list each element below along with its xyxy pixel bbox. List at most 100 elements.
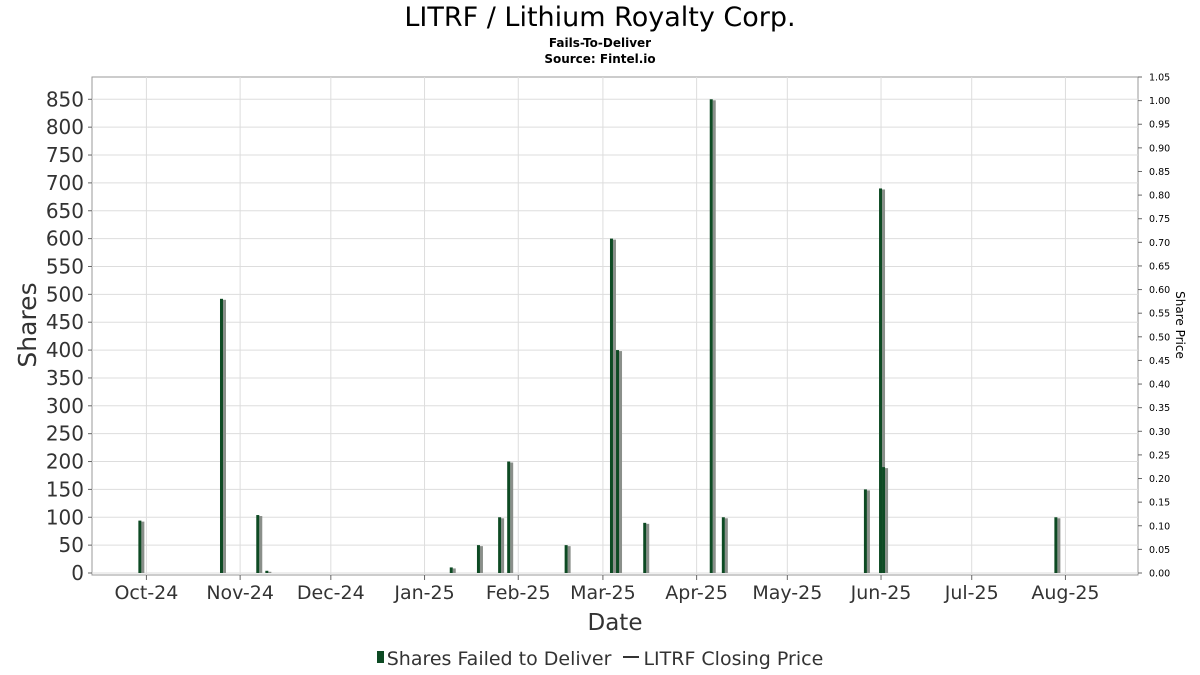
bar — [882, 467, 886, 573]
y2-tick-label: 0.30 — [1149, 427, 1170, 438]
y2-tick-label: 0.45 — [1149, 356, 1170, 367]
chart-source: Source: Fintel.io — [544, 52, 656, 66]
bar — [138, 520, 142, 573]
x-tick-label: Dec-24 — [297, 582, 365, 604]
legend-item-shares: Shares Failed to Deliver — [376, 647, 612, 670]
bar-shadow — [479, 546, 483, 573]
legend-label-shares: Shares Failed to Deliver — [386, 647, 612, 670]
y2-tick-label: 1.05 — [1149, 73, 1170, 84]
bar-shadow — [612, 239, 616, 573]
bar-shadow — [724, 518, 728, 573]
bar — [449, 567, 453, 573]
x-axis-ticks: Oct-24 Nov-24 Dec-24 Jan-25 Feb-25 Mar-25 Apr-… — [114, 575, 1100, 604]
y-tick-label: 650 — [46, 199, 84, 223]
bar — [1054, 517, 1058, 573]
bar — [476, 545, 480, 573]
legend-item-price: LITRF Closing Price — [617, 648, 823, 670]
bar — [498, 517, 502, 573]
bar-shadow — [1057, 518, 1061, 573]
x-tick-label: Jul-25 — [944, 582, 999, 604]
y-axis-ticks: 0 50 100 150 200 250 300 350 400 450 500 550 600 650 7… — [46, 87, 92, 585]
y-tick-label: 800 — [46, 115, 84, 139]
x-tick-label: Nov-24 — [206, 582, 274, 604]
y2-tick-label: 0.65 — [1149, 261, 1170, 272]
x-tick-label: Jun-25 — [850, 582, 912, 604]
bar-shadow — [259, 516, 263, 573]
bar — [643, 522, 647, 573]
bar-shadow — [510, 462, 514, 573]
bar-shadow — [501, 518, 505, 573]
bar — [219, 298, 223, 573]
y2-tick-label: 0.55 — [1149, 309, 1170, 320]
bar-series — [138, 99, 1061, 573]
bar-shadow — [268, 571, 272, 573]
y-tick-label: 550 — [46, 254, 84, 278]
bar-shadow — [866, 490, 870, 573]
y-axis-label: Shares — [13, 282, 42, 367]
y-tick-label: 500 — [46, 282, 84, 306]
bar — [609, 238, 613, 573]
y2-axis-label: Share Price — [1173, 291, 1187, 359]
x-tick-label: Aug-25 — [1031, 582, 1099, 604]
legend-bar-swatch — [376, 651, 384, 663]
legend-line-swatch — [623, 656, 640, 658]
y-tick-label: 300 — [46, 394, 84, 418]
bar — [721, 517, 725, 573]
bar-shadow — [222, 299, 226, 573]
bar-shadow — [882, 189, 886, 573]
y2-tick-label: 0.80 — [1149, 191, 1170, 202]
bar — [265, 570, 269, 573]
fails-to-deliver-chart: 0 50 100 150 200 250 300 350 400 450 500 550 600 650 7… — [13, 73, 1187, 637]
x-tick-label: Jan-25 — [393, 582, 454, 604]
y2-tick-label: 1.00 — [1149, 96, 1170, 107]
y2-tick-label: 0.75 — [1149, 214, 1170, 225]
bar-shadow — [141, 521, 145, 573]
x-tick-label: Oct-24 — [114, 582, 178, 604]
legend-label-price: LITRF Closing Price — [643, 647, 824, 670]
bar — [507, 461, 511, 573]
y-tick-label: 750 — [46, 143, 84, 167]
bar-shadow — [885, 468, 889, 573]
y2-tick-label: 0.70 — [1149, 238, 1170, 249]
bar-shadow — [646, 523, 650, 573]
y-tick-label: 200 — [46, 450, 84, 474]
bar — [879, 188, 883, 573]
y2-tick-label: 0.15 — [1149, 498, 1170, 509]
bar-shadow — [619, 351, 623, 573]
y2-tick-label: 0.10 — [1149, 521, 1170, 532]
y-tick-label: 150 — [46, 477, 84, 501]
bar — [709, 99, 713, 573]
y2-tick-label: 0.05 — [1149, 545, 1170, 556]
y-tick-label: 700 — [46, 171, 84, 195]
y-tick-label: 50 — [59, 533, 84, 557]
bar — [616, 350, 620, 573]
y2-tick-label: 0.90 — [1149, 143, 1170, 154]
y-tick-label: 100 — [46, 505, 84, 529]
y2-axis-ticks: 0.00 0.05 0.10 0.15 0.20 0.25 0.30 0.35 0.40 0.45… — [1138, 73, 1170, 580]
chart-title: LITRF / Lithium Royalty Corp. — [404, 2, 796, 33]
y-tick-label: 400 — [46, 338, 84, 362]
y-tick-label: 0 — [71, 561, 84, 585]
y-tick-label: 350 — [46, 366, 84, 390]
y2-tick-label: 0.50 — [1149, 332, 1170, 343]
y2-tick-label: 0.25 — [1149, 450, 1170, 461]
x-tick-label: May-25 — [752, 582, 822, 604]
x-tick-label: Feb-25 — [486, 582, 551, 604]
bar — [256, 515, 260, 573]
bar — [863, 489, 867, 573]
y2-tick-label: 0.85 — [1149, 167, 1170, 178]
chart-subtitle: Fails-To-Deliver — [548, 36, 652, 50]
x-tick-label: Apr-25 — [665, 582, 728, 604]
x-axis-label: Date — [588, 610, 643, 636]
bar-shadow — [567, 546, 571, 573]
y-tick-label: 450 — [46, 310, 84, 334]
bar — [564, 545, 568, 573]
y2-tick-label: 0.00 — [1149, 569, 1170, 580]
bar-shadow — [712, 100, 716, 573]
y-tick-label: 600 — [46, 227, 84, 251]
y-tick-label: 850 — [46, 87, 84, 111]
x-tick-label: Mar-25 — [570, 582, 636, 604]
y2-tick-label: 0.35 — [1149, 403, 1170, 414]
y-tick-label: 250 — [46, 422, 84, 446]
y2-tick-label: 0.40 — [1149, 380, 1170, 391]
